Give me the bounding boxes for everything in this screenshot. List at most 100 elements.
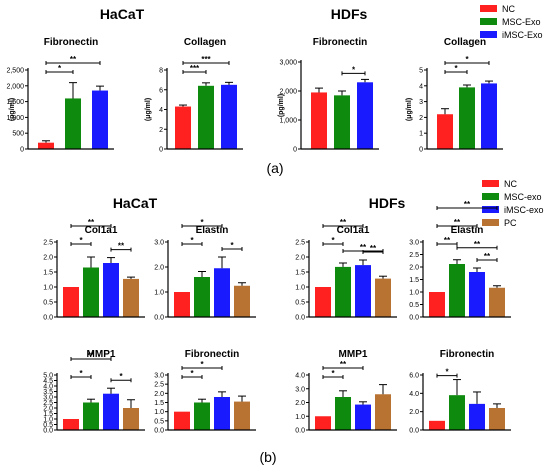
y-tick-label: 2.0	[154, 391, 164, 398]
bar	[103, 393, 119, 430]
chart-panel: Fibronectin (pg/ml) 0 500 1,000 1,500 2,000 2,5…	[6, 37, 114, 154]
significance-label: **	[454, 218, 461, 227]
significance-label: **	[118, 242, 125, 251]
y-tick-label: 0	[293, 147, 297, 154]
y-tick-label: 2.5	[295, 240, 305, 247]
y-tick-label: 6	[159, 87, 163, 94]
chart-panel: Collagen (μg/ml) 0 2 4 6 8 ******	[145, 37, 243, 154]
legend-b-swatch-imsc	[482, 206, 499, 213]
y-tick-label: 1.0	[43, 285, 53, 292]
y-tick-label: 2,000	[279, 89, 297, 96]
y-tick-label: 2.0	[43, 406, 53, 413]
y-tick-label: 4.0	[43, 384, 53, 391]
bar	[123, 278, 139, 317]
y-axis-label: (μg/ml)	[145, 98, 152, 121]
y-tick-label: 0.5	[295, 300, 305, 307]
bar	[375, 278, 391, 317]
y-tick-label: 0.5	[409, 302, 419, 309]
y-tick-label: 0	[159, 147, 163, 154]
y-tick-label: 0.5	[43, 300, 53, 307]
legend-a-label-imsc: iMSC-Exo	[502, 30, 543, 40]
y-tick-label: 2.0	[295, 255, 305, 262]
y-tick-label: 2.0	[154, 265, 164, 272]
bar	[469, 403, 485, 430]
y-tick-label: 4	[159, 107, 163, 114]
chart-panel: Fibronectin 0.0 0.5 1.0 1.5 2.0 2.5 3.0 * *	[154, 349, 256, 435]
significance-label: *	[58, 64, 62, 73]
significance-label: *	[445, 368, 449, 377]
significance-label: **	[444, 236, 451, 245]
y-tick-label: 3.0	[43, 395, 53, 402]
legend-a: NC MSC-Exo iMSC-Exo	[480, 4, 543, 40]
y-tick-label: 2	[159, 127, 163, 134]
legend-b: NC MSC-exo iMSC-exo PC	[482, 179, 544, 228]
bar	[429, 420, 445, 430]
bar	[335, 397, 351, 430]
significance-label: **	[474, 240, 481, 249]
bar	[214, 397, 230, 430]
y-tick-label: 4.0	[409, 391, 419, 398]
chart-title: MMP1	[339, 349, 368, 360]
y-tick-label: 1.5	[409, 277, 419, 284]
chart-title: MMP1	[87, 349, 116, 360]
significance-label: **	[360, 243, 367, 252]
y-tick-label: 2.0	[409, 409, 419, 416]
significance-label: *	[190, 236, 194, 245]
y-tick-label: 4	[419, 83, 423, 90]
bar	[221, 84, 237, 149]
y-tick-label: 4.0	[295, 373, 305, 380]
significance-label: ***	[190, 64, 200, 73]
legend-a-swatch-imsc	[480, 31, 497, 38]
significance-label: **	[88, 351, 95, 360]
legend-a-label-nc: NC	[502, 4, 515, 14]
panel-label-a: (a)	[266, 160, 283, 176]
legend-b-label-imsc: iMSC-exo	[504, 205, 544, 215]
y-tick-label: 2.5	[154, 382, 164, 389]
y-tick-label: 3.0	[154, 373, 164, 380]
significance-label: **	[370, 244, 377, 253]
y-tick-label: 0.0	[43, 315, 53, 322]
y-tick-label: 3,000	[279, 60, 297, 67]
legend-a-label-msc: MSC-Exo	[502, 17, 541, 27]
bar	[315, 287, 331, 317]
bar	[214, 268, 230, 317]
y-tick-label: 0.5	[43, 422, 53, 429]
legend-a-swatch-msc	[480, 18, 497, 25]
group-title-a-hdfs: HDFs	[331, 6, 368, 22]
significance-label: *	[454, 64, 458, 73]
bar	[449, 264, 465, 317]
y-tick-label: 0.0	[409, 428, 419, 435]
chart-panel: Collagen (μg/ml) 0 1 2 3 4 5 * *	[406, 37, 503, 154]
chart-title: Fibronectin	[44, 37, 98, 48]
y-tick-label: 3.0	[409, 240, 419, 247]
y-tick-label: 0.0	[43, 428, 53, 435]
significance-label: *	[79, 236, 83, 245]
bar	[489, 408, 505, 430]
significance-label: *	[352, 65, 356, 74]
legend-a-swatch-nc	[480, 5, 497, 12]
y-tick-label: 3.0	[295, 386, 305, 393]
y-tick-label: 4.5	[43, 378, 53, 385]
significance-label: ***	[201, 55, 211, 64]
y-tick-label: 2.5	[409, 252, 419, 259]
y-tick-label: 1,000	[279, 118, 297, 125]
y-tick-label: 1.5	[295, 270, 305, 277]
significance-label: **	[340, 360, 347, 369]
y-tick-label: 8	[159, 68, 163, 75]
bar	[429, 292, 445, 317]
y-tick-label: 2.5	[43, 240, 53, 247]
significance-label: *	[230, 241, 234, 250]
chart-title: Elastin	[451, 225, 484, 236]
panel-label-b: (b)	[259, 449, 276, 465]
chart-title: Elastin	[196, 225, 229, 236]
bar	[355, 404, 371, 430]
y-axis-label: (pg/ml)	[278, 94, 285, 117]
y-tick-label: 0.0	[154, 315, 164, 322]
group-title-b-hacat: HaCaT	[113, 195, 158, 211]
bar	[63, 419, 79, 430]
bar	[92, 90, 108, 149]
chart-title: Fibronectin	[185, 349, 239, 360]
